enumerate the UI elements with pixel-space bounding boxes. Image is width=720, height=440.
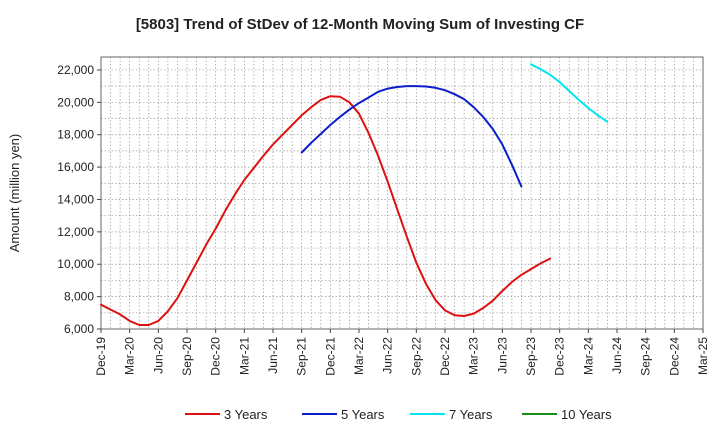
legend-label: 10 Years	[561, 407, 612, 422]
y-tick-label: 12,000	[57, 225, 94, 239]
y-tick-label: 22,000	[57, 63, 94, 77]
x-tick-label: Dec-20	[209, 337, 223, 376]
x-tick-label: Dec-19	[94, 337, 108, 376]
x-tick-label: Mar-24	[581, 337, 595, 375]
y-tick-label: 14,000	[57, 192, 94, 206]
plot-area-frame	[100, 56, 704, 330]
y-tick-label: 10,000	[57, 257, 94, 271]
x-tick-label: Sep-23	[524, 337, 538, 376]
y-tick-label: 16,000	[57, 160, 94, 174]
series-lines	[100, 63, 609, 326]
legend-label: 5 Years	[341, 407, 385, 422]
x-axis-ticks: Dec-19 Mar-20 Jun-20 Sep-20 Dec-20 Mar-21 Jun-…	[94, 329, 710, 376]
x-tick-label: Dec-23	[553, 337, 567, 376]
y-tick-label: 18,000	[57, 128, 94, 142]
x-tick-label: Mar-20	[123, 337, 137, 375]
y-axis-label: Amount (million yen)	[7, 134, 22, 253]
y-axis-ticks: 6,000 8,000 10,000 12,000 14,000 16,000 18,000…	[57, 63, 101, 336]
chart-title: [5803] Trend of StDev of 12-Month Moving…	[136, 16, 584, 33]
y-tick-label: 8,000	[64, 290, 94, 304]
x-tick-label: Jun-24	[610, 337, 624, 374]
x-tick-label: Sep-22	[409, 337, 423, 376]
legend-label: 7 Years	[449, 407, 493, 422]
series-line-7-years	[530, 63, 609, 123]
x-tick-label: Sep-20	[180, 337, 194, 376]
x-tick-label: Sep-21	[295, 337, 309, 376]
x-tick-label: Sep-24	[639, 337, 653, 376]
x-tick-label: Dec-21	[323, 337, 337, 376]
x-tick-label: Dec-22	[438, 337, 452, 376]
x-tick-label: Mar-21	[237, 337, 251, 375]
series-line-5-years	[300, 85, 523, 188]
x-tick-label: Jun-22	[381, 337, 395, 374]
series-line-3-years	[100, 95, 552, 326]
x-tick-label: Jun-20	[151, 337, 165, 374]
legend: 3 Years 5 Years 7 Years 10 Years	[185, 407, 612, 422]
y-tick-label: 6,000	[64, 322, 94, 336]
x-tick-label: Mar-23	[467, 337, 481, 375]
y-tick-label: 20,000	[57, 95, 94, 109]
grid	[100, 57, 704, 330]
x-tick-label: Mar-25	[696, 337, 710, 375]
x-tick-label: Jun-23	[495, 337, 509, 374]
x-tick-label: Dec-24	[667, 337, 681, 376]
x-tick-label: Jun-21	[266, 337, 280, 374]
x-tick-label: Mar-22	[352, 337, 366, 375]
legend-label: 3 Years	[224, 407, 268, 422]
